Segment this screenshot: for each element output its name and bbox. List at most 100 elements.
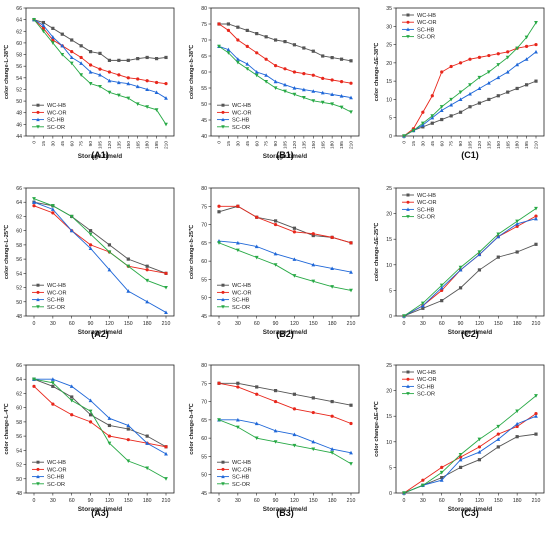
plot-frame <box>395 187 545 317</box>
data-point <box>273 79 278 84</box>
data-point <box>88 50 93 54</box>
legend-label: SC-OR <box>417 35 435 41</box>
legend-label: WC-HB <box>232 283 251 289</box>
x-axis-label: Storage time/d <box>263 329 307 336</box>
data-point <box>107 90 112 95</box>
data-point <box>439 283 444 288</box>
x-tick-label: 180 <box>328 321 337 327</box>
data-point <box>254 436 259 441</box>
series-line-sc-hb <box>219 419 352 454</box>
y-tick-label: 54 <box>16 76 22 82</box>
data-point <box>515 224 519 228</box>
y-tick-label: 46 <box>16 122 22 128</box>
data-point <box>126 423 131 428</box>
y-tick-label: 58 <box>16 243 22 249</box>
legend-marker <box>406 392 410 396</box>
x-tick-label: 180 <box>330 141 336 149</box>
x-tick-label: 90 <box>88 321 94 327</box>
x-tick-label: 120 <box>105 321 114 327</box>
legend-label: SC-OR <box>232 305 250 311</box>
data-point <box>534 432 538 436</box>
data-point <box>440 288 444 292</box>
data-point <box>50 207 55 211</box>
data-point <box>292 43 297 47</box>
data-point <box>505 70 510 74</box>
data-point <box>32 18 36 22</box>
data-point <box>311 89 316 93</box>
data-point <box>164 96 168 100</box>
y-tick-label: 66 <box>16 186 22 192</box>
series-line-wc-or <box>218 382 352 424</box>
series-line-sc-or <box>218 419 352 465</box>
data-point <box>534 394 538 398</box>
y-tick-label: 66 <box>16 363 22 369</box>
data-point <box>107 423 112 428</box>
x-tick-label: 150 <box>309 498 318 504</box>
data-point <box>292 407 297 411</box>
data-point <box>255 385 259 389</box>
x-tick-label: 90 <box>458 498 464 504</box>
data-point <box>486 70 491 74</box>
data-point <box>235 425 240 430</box>
data-point <box>449 64 453 69</box>
y-tick-label: 55 <box>201 277 207 283</box>
data-point <box>69 384 74 388</box>
x-tick-label: 105 <box>283 141 289 149</box>
data-point <box>32 384 36 388</box>
data-point <box>88 82 93 86</box>
x-tick-label: 0 <box>218 321 221 327</box>
data-point <box>88 246 93 251</box>
data-point <box>126 96 131 101</box>
data-point <box>98 72 102 77</box>
x-tick-label: 60 <box>254 498 260 504</box>
x-tick-label: 180 <box>328 498 337 504</box>
data-point <box>217 381 221 385</box>
data-point <box>145 105 150 109</box>
data-point <box>116 93 121 98</box>
legend-label: WC-OR <box>417 377 437 383</box>
y-tick-label: 65 <box>201 54 207 60</box>
data-point <box>477 101 482 105</box>
data-point <box>154 108 159 112</box>
x-tick-label: 75 <box>264 141 270 147</box>
data-point <box>515 421 520 426</box>
data-point <box>164 285 168 290</box>
data-point <box>98 51 102 55</box>
x-tick-label: 90 <box>458 141 464 147</box>
data-point <box>283 40 287 44</box>
data-point <box>79 55 83 60</box>
x-tick-label: 90 <box>273 321 279 327</box>
legend-label: WC-HB <box>47 283 66 289</box>
data-point <box>311 232 315 236</box>
legend-label: WC-HB <box>417 370 436 376</box>
data-point <box>330 266 335 271</box>
legend-marker <box>221 103 225 107</box>
y-tick-label: 52 <box>16 286 22 292</box>
y-tick-label: 60 <box>201 436 207 442</box>
data-point <box>458 90 463 95</box>
data-point <box>88 420 93 424</box>
data-point <box>477 252 482 257</box>
data-point <box>273 399 278 404</box>
panel-label: (B1) <box>276 150 294 160</box>
data-point <box>301 96 306 100</box>
y-tick-label: 60 <box>16 406 22 412</box>
y-tick-label: 66 <box>16 6 22 12</box>
data-point <box>264 73 269 77</box>
y-tick-label: 20 <box>386 61 392 67</box>
data-point <box>421 125 425 129</box>
data-point <box>515 62 520 67</box>
y-tick-label: 65 <box>201 418 207 424</box>
data-point <box>245 28 249 32</box>
y-tick-label: 54 <box>16 271 22 277</box>
legend-label: SC-HB <box>232 475 250 481</box>
legend-label: SC-OR <box>232 482 250 488</box>
data-point <box>51 402 55 406</box>
data-point <box>264 35 268 39</box>
y-tick-label: 52 <box>16 463 22 469</box>
data-point <box>217 210 221 214</box>
y-tick-label: 62 <box>16 391 22 397</box>
data-point <box>534 216 538 221</box>
